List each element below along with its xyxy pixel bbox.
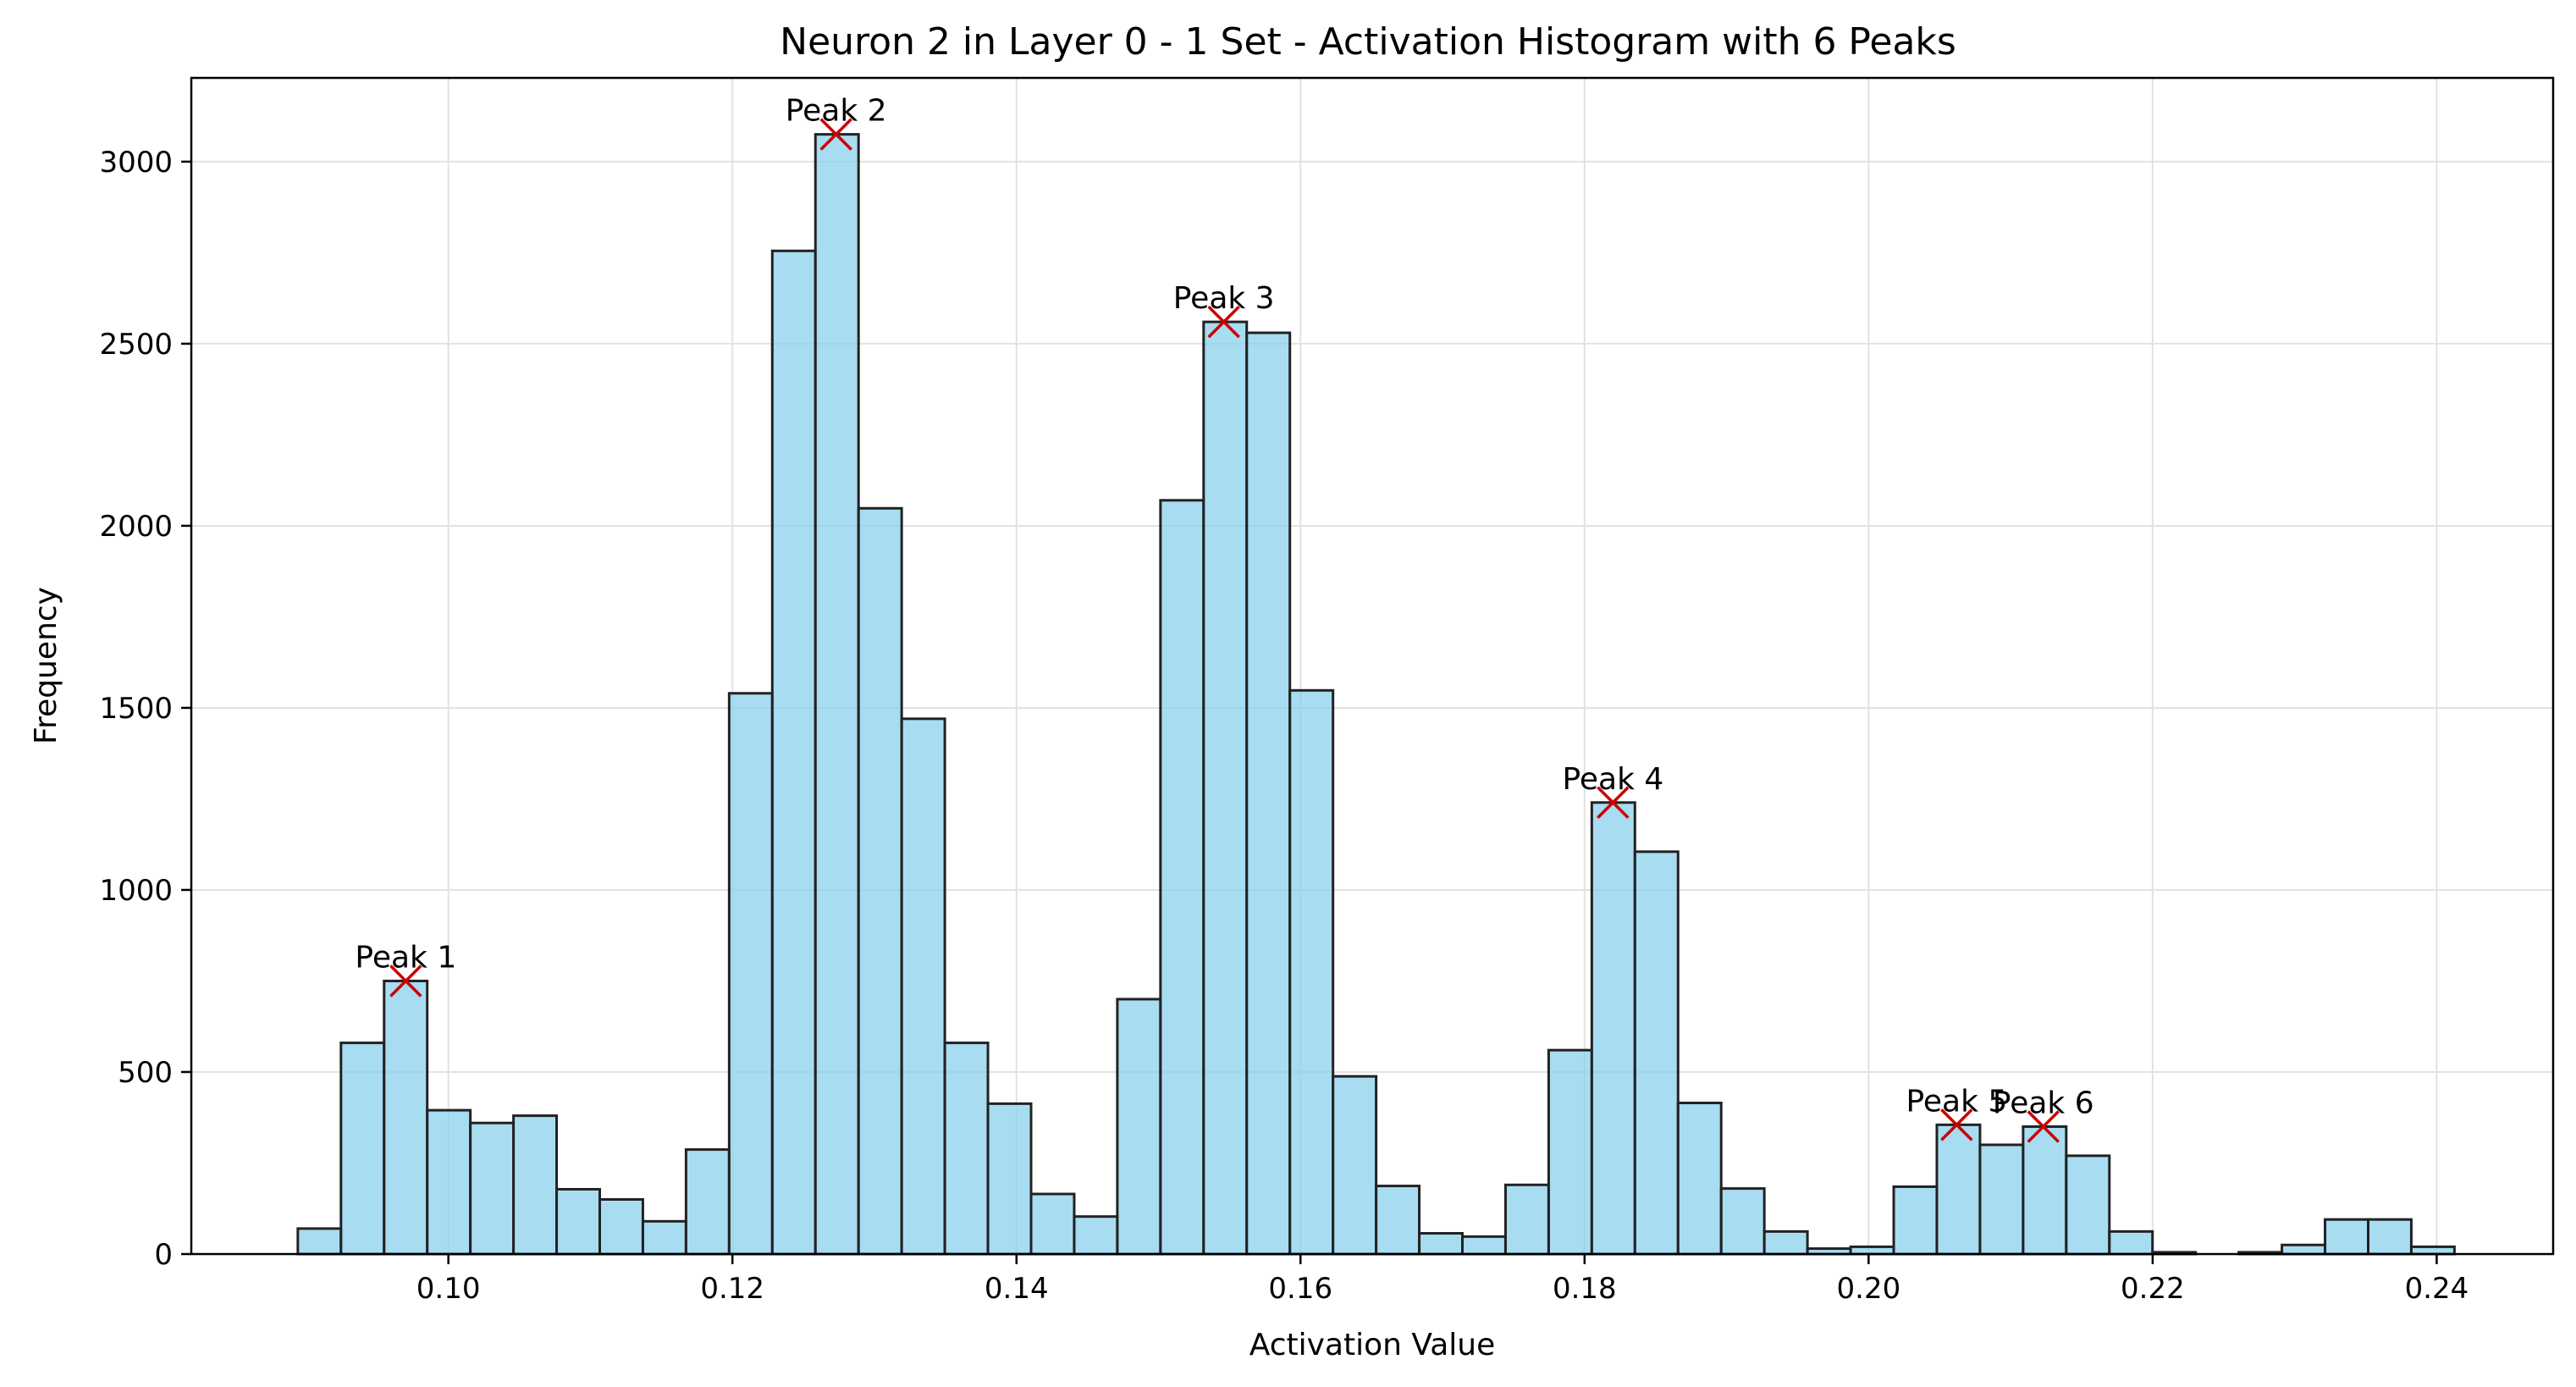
histogram-bar xyxy=(770,249,817,1256)
y-tick-label: 0 xyxy=(154,1238,173,1272)
histogram-bars xyxy=(296,133,2456,1256)
histogram-bar xyxy=(469,1121,516,1256)
histogram-bar xyxy=(1762,1230,1809,1256)
histogram-bar xyxy=(296,1227,343,1256)
histogram-bar xyxy=(1159,499,1205,1256)
peak-label: Peak 3 xyxy=(1173,281,1275,316)
peak-marker xyxy=(1597,786,1630,819)
y-axis-ticks: 0 500 1000 1500 2000 2500 3000 xyxy=(99,146,191,1272)
histogram-bar xyxy=(1633,850,1680,1256)
histogram-bar xyxy=(1418,1231,1465,1256)
peak-label: Peak 4 xyxy=(1562,762,1663,797)
x-axis-label: Activation Value xyxy=(1249,1328,1496,1362)
histogram-bar xyxy=(1245,331,1292,1256)
histogram-bar xyxy=(598,1197,644,1256)
histogram-bar xyxy=(2409,1245,2456,1256)
x-tick-label: 0.16 xyxy=(1268,1272,1332,1306)
peak-marker xyxy=(1940,1108,1973,1141)
y-tick-label: 2500 xyxy=(99,328,173,362)
plot-area-frame xyxy=(190,76,2555,1256)
y-tick-label: 3000 xyxy=(99,146,173,180)
histogram-bar xyxy=(1332,1075,1378,1256)
histogram-bar xyxy=(684,1148,731,1256)
histogram-bar xyxy=(2108,1230,2154,1256)
histogram-bar xyxy=(339,1042,386,1256)
histogram-bar xyxy=(1590,801,1636,1256)
histogram-bar xyxy=(986,1102,1033,1256)
x-tick-label: 0.22 xyxy=(2121,1272,2185,1306)
x-tick-label: 0.18 xyxy=(1553,1272,1617,1306)
histogram-bar xyxy=(383,979,429,1256)
x-axis-ticks: 0.10 0.12 0.14 0.16 0.18 0.20 0.22 0.24 xyxy=(416,1254,2468,1306)
histogram-bar xyxy=(814,133,860,1256)
histogram-bar xyxy=(1978,1143,2025,1256)
peak-marker xyxy=(389,964,422,997)
peak-x-icon xyxy=(819,118,852,151)
peak-x-icon xyxy=(1940,1108,1973,1141)
y-tick-label: 2000 xyxy=(99,510,173,544)
histogram-bar xyxy=(1073,1215,1119,1256)
peak-x-icon xyxy=(1207,305,1240,339)
x-tick-label: 0.20 xyxy=(1837,1272,1901,1306)
peak-label: Peak 5 xyxy=(1906,1084,2007,1119)
histogram-bar xyxy=(1719,1187,1766,1256)
x-tick-label: 0.24 xyxy=(2405,1272,2469,1306)
peak-x-icon xyxy=(1597,786,1630,819)
histogram-bar xyxy=(641,1219,687,1256)
y-axis-label: Frequency xyxy=(29,587,63,744)
histogram-bar xyxy=(1288,688,1335,1256)
histogram-bar xyxy=(2281,1243,2327,1256)
histogram-bar xyxy=(1892,1185,1939,1256)
chart-title: Neuron 2 in Layer 0 - 1 Set - Activation… xyxy=(780,20,1956,64)
peak-label: Peak 6 xyxy=(1993,1086,2094,1120)
histogram-bar xyxy=(426,1108,472,1256)
histogram-bar xyxy=(1676,1102,1723,1256)
histogram-bar xyxy=(1029,1192,1076,1256)
y-tick-label: 1000 xyxy=(99,874,173,908)
peak-x-icon xyxy=(389,964,422,997)
histogram-bar xyxy=(2366,1218,2413,1256)
peak-label: Peak 2 xyxy=(786,94,887,129)
histogram-bar xyxy=(1375,1185,1421,1256)
histogram-bar xyxy=(1547,1048,1593,1256)
y-tick-label: 1500 xyxy=(99,692,173,726)
histogram-bar xyxy=(857,506,903,1256)
histogram-bar xyxy=(1461,1235,1507,1256)
x-tick-label: 0.10 xyxy=(416,1272,481,1306)
peak-marker xyxy=(1207,305,1240,339)
peak-x-icon xyxy=(2027,1110,2060,1143)
grid-lines xyxy=(191,78,2553,1255)
histogram-bar xyxy=(1935,1123,1982,1256)
histogram-bar xyxy=(2324,1218,2369,1256)
histogram-bar xyxy=(2022,1125,2068,1256)
histogram-bar xyxy=(1503,1183,1550,1256)
histogram-bar xyxy=(512,1114,559,1256)
histogram-bar xyxy=(1849,1245,1895,1256)
x-tick-label: 0.12 xyxy=(700,1272,764,1306)
histogram-bar xyxy=(943,1042,990,1256)
peak-marker xyxy=(2027,1110,2060,1143)
peak-marker xyxy=(819,118,852,151)
histogram-bar xyxy=(1202,320,1249,1256)
histogram-bar xyxy=(900,717,946,1256)
histogram-bar xyxy=(727,692,774,1256)
peak-label: Peak 1 xyxy=(355,940,456,975)
histogram-bar xyxy=(2065,1154,2111,1256)
histogram-bar xyxy=(1116,997,1162,1256)
y-tick-label: 500 xyxy=(118,1056,173,1090)
histogram-bar xyxy=(555,1187,601,1256)
x-tick-label: 0.14 xyxy=(985,1272,1049,1306)
